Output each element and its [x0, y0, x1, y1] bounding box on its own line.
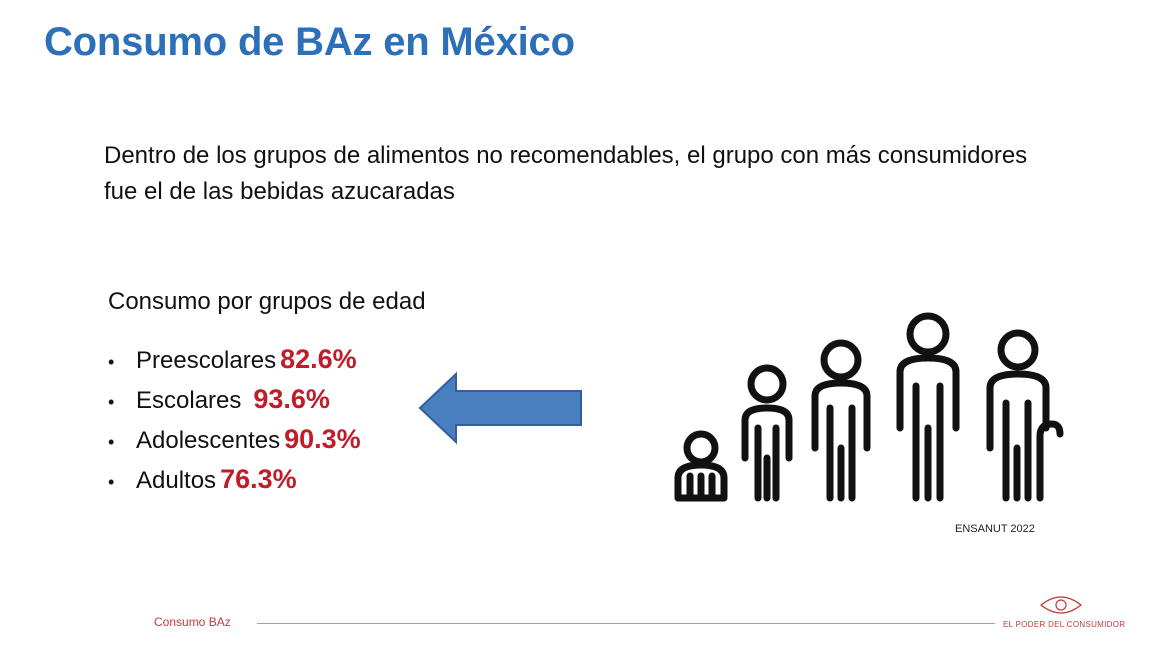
toddler-figure-icon [674, 430, 728, 502]
group-label: Preescolares [136, 347, 277, 374]
footer-brand: EL PODER DEL CONSUMIDOR [1003, 620, 1126, 629]
list-item: • Adultos 76.3% [108, 459, 361, 499]
child-figure-icon [741, 364, 793, 502]
bullet-dot: • [108, 472, 115, 492]
elderly-figure-icon [986, 329, 1064, 502]
footer-label: Consumo BAz [154, 615, 231, 629]
list-item: • Preescolares 82.6% [108, 339, 361, 379]
source-label: ENSANUT 2022 [955, 523, 1035, 535]
group-label: Escolares [136, 387, 242, 414]
teen-figure-icon [811, 339, 871, 502]
slide-title: Consumo de BAz en México [44, 20, 575, 64]
footer-divider [257, 623, 995, 624]
age-groups-heading: Consumo por grupos de edad [108, 288, 426, 315]
lead-text: Dentro de los grupos de alimentos no rec… [104, 142, 1028, 205]
age-groups-people-icon [674, 312, 1064, 502]
list-item: • Adolescentes 90.3% [108, 419, 361, 459]
group-value: 76.3% [220, 464, 297, 494]
left-arrow-icon [418, 372, 582, 444]
bullet-dot: • [108, 352, 115, 372]
adult-figure-icon [896, 312, 960, 502]
bullet-dot: • [108, 392, 115, 412]
group-value: 82.6% [280, 344, 357, 374]
group-value: 90.3% [284, 424, 361, 454]
group-value: 93.6% [253, 384, 330, 414]
age-group-list: • Preescolares 82.6% • Escolares 93.6% • Adol… [108, 339, 361, 499]
group-label: Adultos [136, 467, 217, 494]
bullet-dot: • [108, 432, 115, 452]
group-label: Adolescentes [136, 427, 281, 454]
eye-logo-icon [1040, 596, 1082, 614]
list-item: • Escolares 93.6% [108, 379, 361, 419]
